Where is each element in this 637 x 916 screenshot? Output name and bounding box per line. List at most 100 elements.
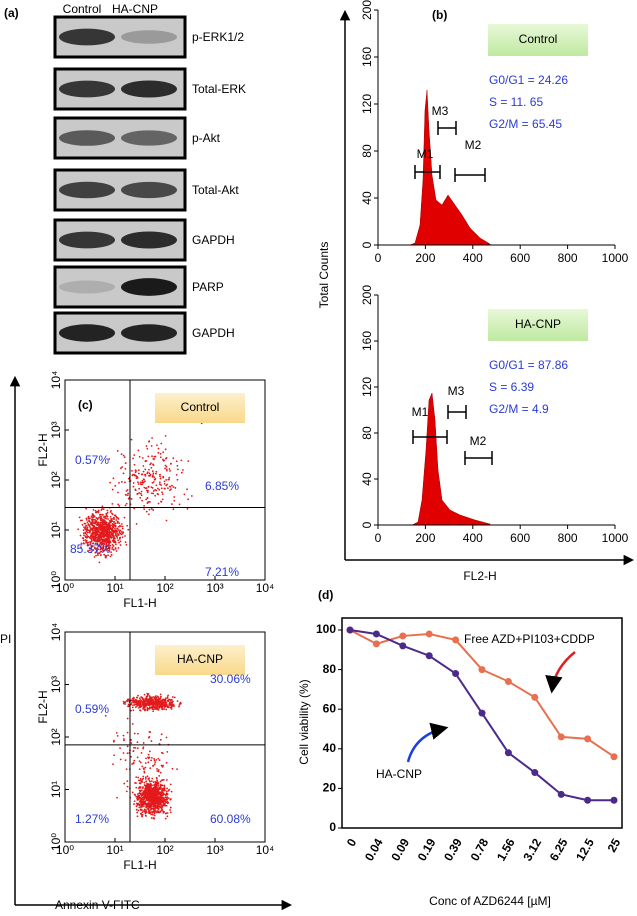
- event-dot: [165, 466, 168, 468]
- event-dot: [138, 455, 141, 458]
- event-dot: [111, 530, 113, 533]
- event-dot: [151, 813, 154, 816]
- series-line: [349, 629, 615, 758]
- event-dot: [92, 549, 95, 551]
- x-tick-label: 1000: [602, 531, 629, 545]
- event-dot: [150, 790, 153, 793]
- data-point: [504, 749, 512, 757]
- event-dot: [87, 516, 90, 519]
- event-dot: [166, 696, 169, 698]
- annotation-arrow: [545, 651, 576, 694]
- y-tick-label: 0: [360, 521, 374, 528]
- event-dot: [158, 488, 161, 491]
- event-dot: [149, 796, 152, 798]
- event-dot: [112, 530, 115, 533]
- event-dot: [116, 522, 119, 524]
- event-dot: [187, 460, 190, 463]
- event-dot: [138, 487, 141, 490]
- event-dot: [99, 515, 102, 518]
- x-tick-label: 200: [415, 251, 435, 265]
- gate: [454, 168, 486, 182]
- x-tick-label: 800: [558, 531, 578, 545]
- gate: [412, 430, 448, 444]
- event-dot: [160, 487, 163, 490]
- event-dot: [179, 701, 182, 704]
- event-dot: [102, 521, 105, 524]
- x-tick-label: 3.12: [520, 836, 544, 864]
- event-dot: [159, 786, 162, 788]
- row-label: Total-ERK: [192, 82, 246, 96]
- event-dot: [147, 805, 150, 808]
- event-dot: [178, 503, 181, 506]
- event-dot: [158, 792, 161, 794]
- data-point: [452, 636, 460, 644]
- event-dot: [157, 768, 160, 771]
- event-dot: [148, 756, 151, 759]
- event-dot: [164, 698, 167, 701]
- event-dot: [134, 469, 137, 472]
- event-dot: [137, 707, 140, 709]
- event-dot: [114, 529, 117, 532]
- event-dot: [127, 528, 130, 531]
- x-tick-label: 10³: [206, 581, 223, 595]
- event-dot: [91, 518, 93, 521]
- event-dot: [161, 708, 164, 711]
- plot-x-label: FL1-H: [123, 596, 156, 610]
- event-dot: [148, 784, 151, 786]
- event-dot: [110, 517, 113, 520]
- event-dot: [121, 466, 124, 468]
- event-dot: [94, 534, 97, 537]
- event-dot: [95, 526, 97, 529]
- event-dot: [135, 776, 138, 779]
- event-dot: [155, 794, 157, 797]
- event-dot: [131, 701, 133, 704]
- event-dot: [103, 553, 106, 556]
- event-dot: [154, 801, 157, 804]
- event-dot: [98, 561, 101, 564]
- event-dot: [143, 508, 146, 510]
- event-dot: [156, 810, 159, 813]
- event-dot: [151, 708, 154, 710]
- event-dot: [123, 739, 125, 742]
- event-dot: [110, 551, 113, 554]
- event-dot: [96, 521, 99, 524]
- title-box: [155, 393, 245, 423]
- event-dot: [150, 799, 153, 802]
- annotation-arrow: [406, 722, 449, 763]
- event-dot: [80, 546, 82, 549]
- event-dot: [141, 794, 144, 797]
- event-dot: [162, 476, 165, 479]
- data-point: [584, 735, 592, 743]
- event-dot: [86, 521, 89, 524]
- event-dot: [103, 540, 106, 543]
- event-dot: [118, 522, 121, 525]
- event-dot: [121, 527, 124, 530]
- event-dot: [138, 697, 141, 700]
- event-dot: [166, 705, 169, 708]
- event-dot: [106, 548, 108, 551]
- event-dot: [160, 500, 163, 503]
- event-dot: [156, 444, 158, 447]
- event-dot: [102, 536, 105, 539]
- event-dot: [101, 507, 104, 510]
- event-dot: [88, 525, 91, 528]
- event-dot: [139, 777, 142, 780]
- event-dot: [81, 537, 84, 539]
- event-dot: [141, 457, 144, 459]
- event-dot: [157, 447, 160, 450]
- event-dot: [163, 482, 166, 485]
- event-dot: [96, 532, 99, 534]
- event-dot: [101, 548, 104, 551]
- event-dot: [140, 798, 143, 801]
- gate-label: M1: [412, 405, 429, 419]
- event-dot: [146, 695, 149, 698]
- event-dot: [147, 486, 150, 488]
- event-dot: [103, 543, 106, 546]
- plot-y-label: FL2-H: [36, 433, 50, 466]
- event-dot: [154, 793, 157, 796]
- event-dot: [110, 519, 113, 522]
- event-dot: [166, 792, 169, 795]
- event-dot: [124, 703, 127, 705]
- event-dot: [161, 701, 164, 704]
- row-label: Total-Akt: [192, 183, 239, 197]
